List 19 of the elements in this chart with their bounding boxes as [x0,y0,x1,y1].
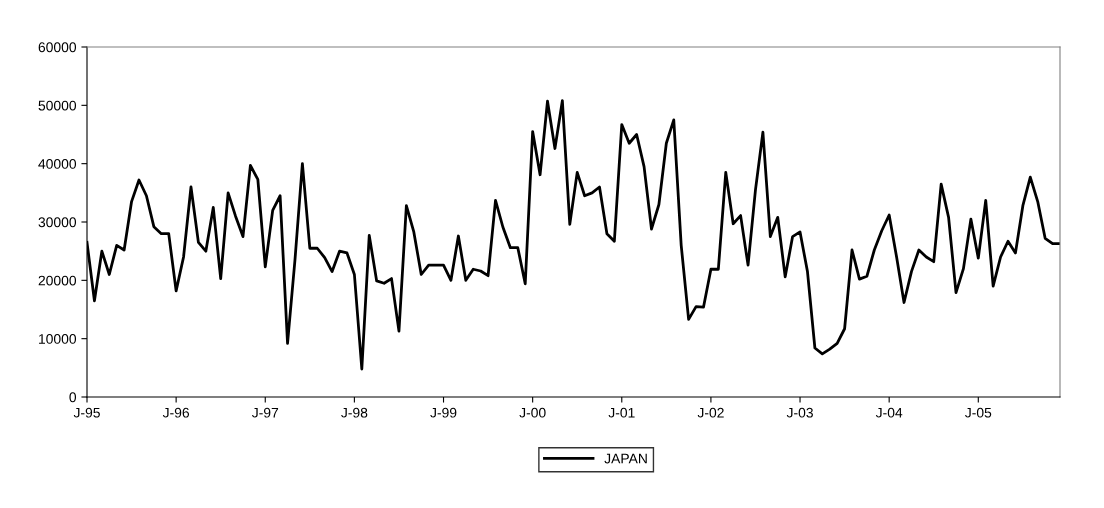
y-tick-label: 10000 [39,334,77,344]
x-tick-label: J-01 [608,407,635,418]
x-tick-label: J-99 [430,407,457,418]
x-tick-label: J-02 [697,407,724,418]
x-tick-label: J-04 [875,407,903,418]
y-tick-label: 50000 [38,100,77,111]
y-tick-label: 40000 [38,159,77,169]
y-tick-label: 60000 [38,42,77,53]
x-tick-label: J-97 [251,407,279,418]
x-tick-label: J-03 [786,407,813,418]
x-tick-label: J-00 [519,407,546,418]
x-tick-label: J-98 [341,407,368,418]
x-tick-label: J-96 [162,407,190,418]
x-tick-label: J-95 [73,407,100,418]
y-tick-label: 0 [69,392,77,403]
x-tick-label: J-05 [965,407,992,418]
y-tick-label: 30000 [38,217,77,228]
legend-label: JAPAN [604,453,647,464]
y-tick-label: 20000 [38,275,77,286]
